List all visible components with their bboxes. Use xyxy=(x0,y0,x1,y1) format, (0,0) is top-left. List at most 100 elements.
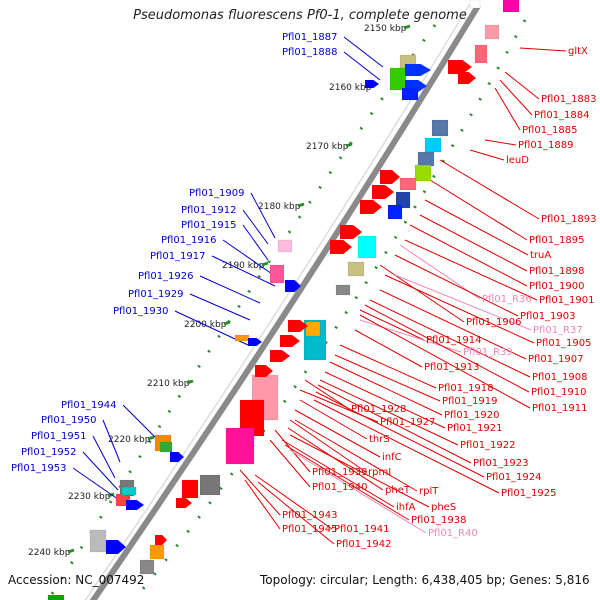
leader-line-pfl01-1944 xyxy=(122,404,159,441)
tick-label-2190-kbp: 2190 kbp xyxy=(222,261,265,271)
gene-label-gltx: gltX xyxy=(568,46,588,57)
leader-line-pfl01-1953 xyxy=(72,467,123,503)
leader-line-pfl01-1922 xyxy=(319,379,459,446)
tick-mark xyxy=(223,320,231,326)
gene-feature-arrow xyxy=(330,240,352,254)
tick-mark xyxy=(67,548,75,554)
tick-label-2220-kbp: 2220 kbp xyxy=(108,435,151,445)
gene-label-pfl01-1893: Pfl01_1893 xyxy=(541,214,597,225)
gene-feature-arrow xyxy=(340,225,362,239)
tick-mark xyxy=(345,142,353,148)
leader-line-pfl01-1918 xyxy=(339,344,437,389)
gene-label-pfl01-1888: Pfl01_1888 xyxy=(282,47,338,58)
gene-feature-arrow xyxy=(248,338,262,346)
gene-feature-block xyxy=(399,177,417,191)
leader-line-pfl01-1900 xyxy=(409,224,528,287)
leader-line-pfl01-1914 xyxy=(359,309,425,341)
tick-layer: 2150 kbp 2160 kbp 2170 kbp 2180 kbp 2190 kbp… xyxy=(28,24,411,558)
gene-feature-block xyxy=(181,479,199,499)
gene-feature-block xyxy=(474,44,488,64)
leader-line-pfl01-1885 xyxy=(494,87,521,131)
tick-mark xyxy=(186,379,194,385)
leader-line-pfl01-1926 xyxy=(199,275,261,304)
right-labels: gltX Pfl01_1883 Pfl01_1884 Pfl01_1885 Pfl01_… xyxy=(282,46,597,550)
leader-line-ihfa xyxy=(281,439,395,508)
leader-line-pfl01-1887 xyxy=(343,36,384,68)
gene-label-pfl01-r39: Pfl01_R39 xyxy=(463,347,513,358)
gene-label-pfl01-1885: Pfl01_1885 xyxy=(522,125,578,136)
gene-feature-arrow xyxy=(176,498,192,508)
gene-label-pfl01-1930: Pfl01_1930 xyxy=(113,306,169,317)
leader-line-pfl01-1916 xyxy=(222,239,276,277)
leader-line-pfl01-1920 xyxy=(329,361,443,416)
gene-label-pfl01-1887: Pfl01_1887 xyxy=(282,32,338,43)
gene-feature-arrow xyxy=(458,72,476,84)
gene-feature-block xyxy=(234,334,250,342)
leader-line-infc xyxy=(294,409,381,458)
gene-feature-arrow xyxy=(280,335,300,347)
gene-feature-arrow xyxy=(255,365,273,377)
gene-feature-block xyxy=(424,137,442,153)
gene-label-pfl01-1953: Pfl01_1953 xyxy=(11,463,67,474)
gene-label-pfl01-1883: Pfl01_1883 xyxy=(541,94,597,105)
gene-label-pfl01-1941: Pfl01_1941 xyxy=(334,524,390,535)
gene-feature-arrow xyxy=(155,535,167,545)
gene-feature-arrow xyxy=(380,170,400,184)
leader-line-thrs xyxy=(299,399,368,440)
leader-line-pfl01-1950 xyxy=(102,419,121,463)
gene-label-pfl01-1944: Pfl01_1944 xyxy=(61,400,117,411)
gene-label-trua: truA xyxy=(530,250,551,261)
leader-line-pfl01-1913 xyxy=(354,329,423,368)
gene-feature-arrow xyxy=(405,64,431,76)
gene-label-pfl01-r40: Pfl01_R40 xyxy=(428,528,478,539)
leader-line-pfl01-1943 xyxy=(239,469,281,516)
gene-label-pfl01-1916: Pfl01_1916 xyxy=(161,235,217,246)
tick-label-2180-kbp: 2180 kbp xyxy=(258,202,301,212)
gene-label-pfl01-1909: Pfl01_1909 xyxy=(189,188,245,199)
gene-label-pfl01-1939: Pfl01_1939 xyxy=(312,467,368,478)
gene-label-rplt: rplT xyxy=(419,486,439,497)
gene-label-pfl01-1926: Pfl01_1926 xyxy=(138,271,194,282)
gene-label-thrs: thrS xyxy=(369,434,390,445)
gene-label-pfl01-1929: Pfl01_1929 xyxy=(128,289,184,300)
tick-label-2240-kbp: 2240 kbp xyxy=(28,548,71,558)
gene-label-pfl01-1900: Pfl01_1900 xyxy=(529,281,585,292)
page-title: Pseudomonas fluorescens Pf0-1, complete … xyxy=(133,8,467,23)
gene-label-pfl01-1927: Pfl01_1927 xyxy=(380,417,436,428)
gene-feature-block xyxy=(159,441,173,453)
leader-line-pfl01-1921 xyxy=(324,371,446,429)
tick-mark xyxy=(147,435,155,441)
leader-line-pfl01-1907 xyxy=(379,289,527,360)
gene-label-pfl01-1905: Pfl01_1905 xyxy=(536,338,592,349)
gene-feature-arrow xyxy=(285,280,301,292)
gene-label-pfl01-1915: Pfl01_1915 xyxy=(181,220,237,231)
leader-line-pfl01-1928 xyxy=(304,379,350,410)
gene-label-pfl01-1903: Pfl01_1903 xyxy=(520,311,576,322)
right-leader-lines xyxy=(239,47,567,545)
leader-line-pfl01-1888 xyxy=(343,51,381,81)
tick-label-2150-kbp: 2150 kbp xyxy=(364,24,407,34)
gene-feature-block xyxy=(347,261,365,277)
gene-feature-block xyxy=(149,544,165,560)
gene-label-pfl01-1951: Pfl01_1951 xyxy=(31,431,87,442)
leader-line-trua xyxy=(424,199,529,256)
left-leader-lines xyxy=(72,36,384,503)
leader-line-pfl01-r37 xyxy=(394,274,532,331)
leader-line-pfl01-1925 xyxy=(313,399,500,494)
gene-feature-block xyxy=(121,486,137,496)
gene-label-pfl01-1911: Pfl01_1911 xyxy=(532,403,588,414)
leader-line-pfl01-1951 xyxy=(92,435,116,479)
leader-line-pfl01-1915 xyxy=(242,224,269,261)
gene-feature-block xyxy=(484,24,500,40)
gene-feature-block xyxy=(225,427,255,465)
gene-feature-block xyxy=(277,239,293,253)
gene-label-pfl01-1914: Pfl01_1914 xyxy=(426,335,482,346)
gene-label-pfl01-1919: Pfl01_1919 xyxy=(442,396,498,407)
leader-line-pfl01-1952 xyxy=(82,451,119,491)
gene-label-pfl01-1928: Pfl01_1928 xyxy=(351,404,407,415)
gene-label-pfl01-1924: Pfl01_1924 xyxy=(486,472,542,483)
leader-line-pfl01-1945 xyxy=(244,479,281,530)
gene-label-phes: pheS xyxy=(431,502,456,513)
leader-line-pfl01-1901 xyxy=(404,239,538,301)
leader-line-pfl01-1917 xyxy=(211,255,276,287)
